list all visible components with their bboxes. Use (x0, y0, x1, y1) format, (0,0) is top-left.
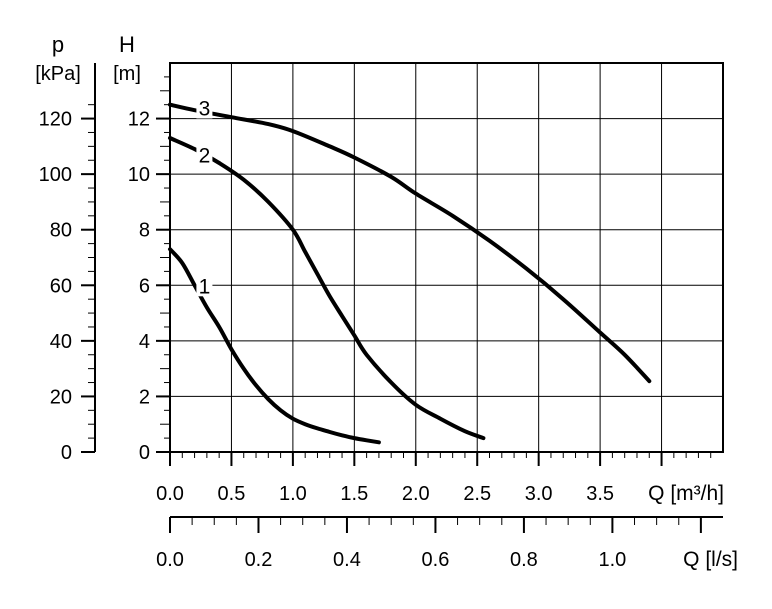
grid (170, 63, 723, 452)
curve-label-bg-2 (196, 141, 213, 166)
flow-ls-tick-label: 0.6 (422, 549, 450, 571)
flow-tick-label: 0.0 (156, 483, 184, 505)
pressure-tick-label: 60 (50, 275, 72, 297)
flow-tick-label: 3.0 (525, 483, 553, 505)
flow-tick-label: 0.5 (218, 483, 246, 505)
curve-label-2: 2 (199, 145, 211, 168)
left-axis-symbol: p (52, 32, 64, 57)
flow-ls-tick-label: 0.4 (333, 549, 361, 571)
head-tick-label: 4 (139, 331, 150, 353)
flow-ls-tick-label: 0.0 (156, 549, 184, 571)
curve-label-1: 1 (199, 275, 211, 298)
flow-ls-tick-label: 0.8 (510, 549, 538, 571)
curve-label-3: 3 (199, 97, 211, 120)
curve-label-bg-3 (196, 94, 213, 119)
curve-3 (168, 102, 652, 384)
pressure-tick-label: 0 (61, 442, 72, 464)
head-tick-label: 10 (128, 164, 150, 186)
right-axis-unit: [m] (113, 63, 141, 85)
axes (94, 62, 724, 518)
pressure-tick-label: 40 (50, 331, 72, 353)
head-tick-label: 8 (139, 220, 150, 242)
x-axis-unit-secondary: Q [l/s] (683, 548, 738, 571)
right-axis-symbol: H (119, 32, 135, 57)
head-tick-label: 6 (139, 275, 150, 297)
pressure-tick-label: 20 (50, 386, 72, 408)
pressure-tick-label: 100 (39, 164, 72, 186)
head-tick-label: 2 (139, 386, 150, 408)
flow-tick-label: 2.0 (402, 483, 430, 505)
flow-ls-tick-label: 1.0 (598, 549, 626, 571)
flow-tick-label: 2.5 (463, 483, 491, 505)
pressure-tick-label: 80 (50, 220, 72, 242)
head-tick-label: 0 (139, 442, 150, 464)
left-axis-unit: [kPa] (35, 63, 81, 85)
pressure-tick-label: 120 (39, 109, 72, 131)
curve-label-bg-1 (196, 272, 213, 297)
x-axis-unit-primary: Q [m³/h] (648, 482, 724, 505)
curve-1 (168, 247, 381, 445)
head-tick-label: 12 (128, 109, 150, 131)
curve-2 (168, 136, 486, 441)
flow-ls-tick-label: 0.2 (245, 549, 273, 571)
flow-tick-label: 3.5 (586, 483, 614, 505)
series-lines: 1 2 3 (168, 94, 652, 445)
flow-tick-label: 1.0 (279, 483, 307, 505)
ticks (81, 76, 712, 533)
flow-tick-label: 1.5 (340, 483, 368, 505)
